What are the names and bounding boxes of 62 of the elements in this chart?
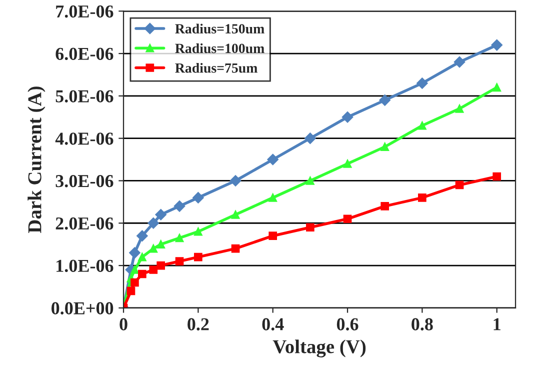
point [175, 257, 184, 266]
point [174, 200, 186, 212]
x-tick-label: 0 [120, 318, 128, 330]
y-tick-label: 7.0E-06 [56, 5, 114, 18]
point [138, 252, 146, 262]
point [492, 83, 502, 92]
y-tick-label: 0.0E+00 [52, 302, 114, 314]
point [342, 112, 354, 123]
point [304, 132, 316, 144]
point [416, 78, 428, 89]
point [306, 223, 314, 232]
point [149, 244, 158, 253]
point [343, 160, 352, 168]
x-tick-label: 0.4 [262, 318, 284, 330]
point [130, 266, 139, 274]
y-tick-label: 3.0E-06 [56, 174, 114, 188]
point [455, 180, 464, 190]
legend-label: Radius=75um [175, 62, 258, 73]
y-tick-label: 5.0E-06 [56, 90, 114, 102]
x-axis-title: Voltage (V) [272, 340, 366, 358]
point [126, 286, 136, 296]
point [194, 227, 202, 236]
y-tick-label: 1.0E-06 [56, 260, 114, 272]
point [156, 240, 166, 248]
point [418, 194, 426, 202]
x-tick-label: 0.6 [336, 318, 358, 330]
legend-label: Radius=150um [175, 24, 264, 34]
y-tick-label: 4.0E-06 [55, 132, 114, 145]
point [148, 218, 159, 229]
point [230, 175, 242, 186]
point [138, 270, 146, 278]
x-tick-label: 0.8 [412, 318, 433, 330]
y-tick-label: 2.0E-06 [56, 217, 114, 230]
point [492, 172, 502, 181]
point [192, 192, 204, 204]
point [491, 39, 502, 51]
y-axis-title: Dark Current (A) [28, 86, 46, 233]
point [155, 209, 166, 220]
point [175, 234, 184, 242]
point [455, 104, 464, 113]
point [194, 252, 202, 262]
point [267, 154, 278, 166]
x-tick-label: 0.2 [188, 318, 209, 330]
point [343, 214, 352, 224]
legend-label: Radius=100um [175, 43, 264, 54]
point [129, 247, 140, 258]
point [380, 142, 390, 151]
y-tick-label: 6.0E-06 [56, 48, 114, 60]
point [130, 278, 139, 287]
point [231, 244, 240, 253]
point [149, 266, 158, 274]
x-tick-label: 1 [494, 318, 500, 330]
point [454, 56, 466, 68]
point [156, 261, 166, 270]
point [379, 94, 390, 106]
point [268, 232, 278, 240]
point [136, 230, 148, 242]
point [306, 176, 314, 185]
point [268, 194, 278, 202]
point [380, 202, 390, 210]
point [418, 121, 426, 130]
point [231, 210, 240, 219]
